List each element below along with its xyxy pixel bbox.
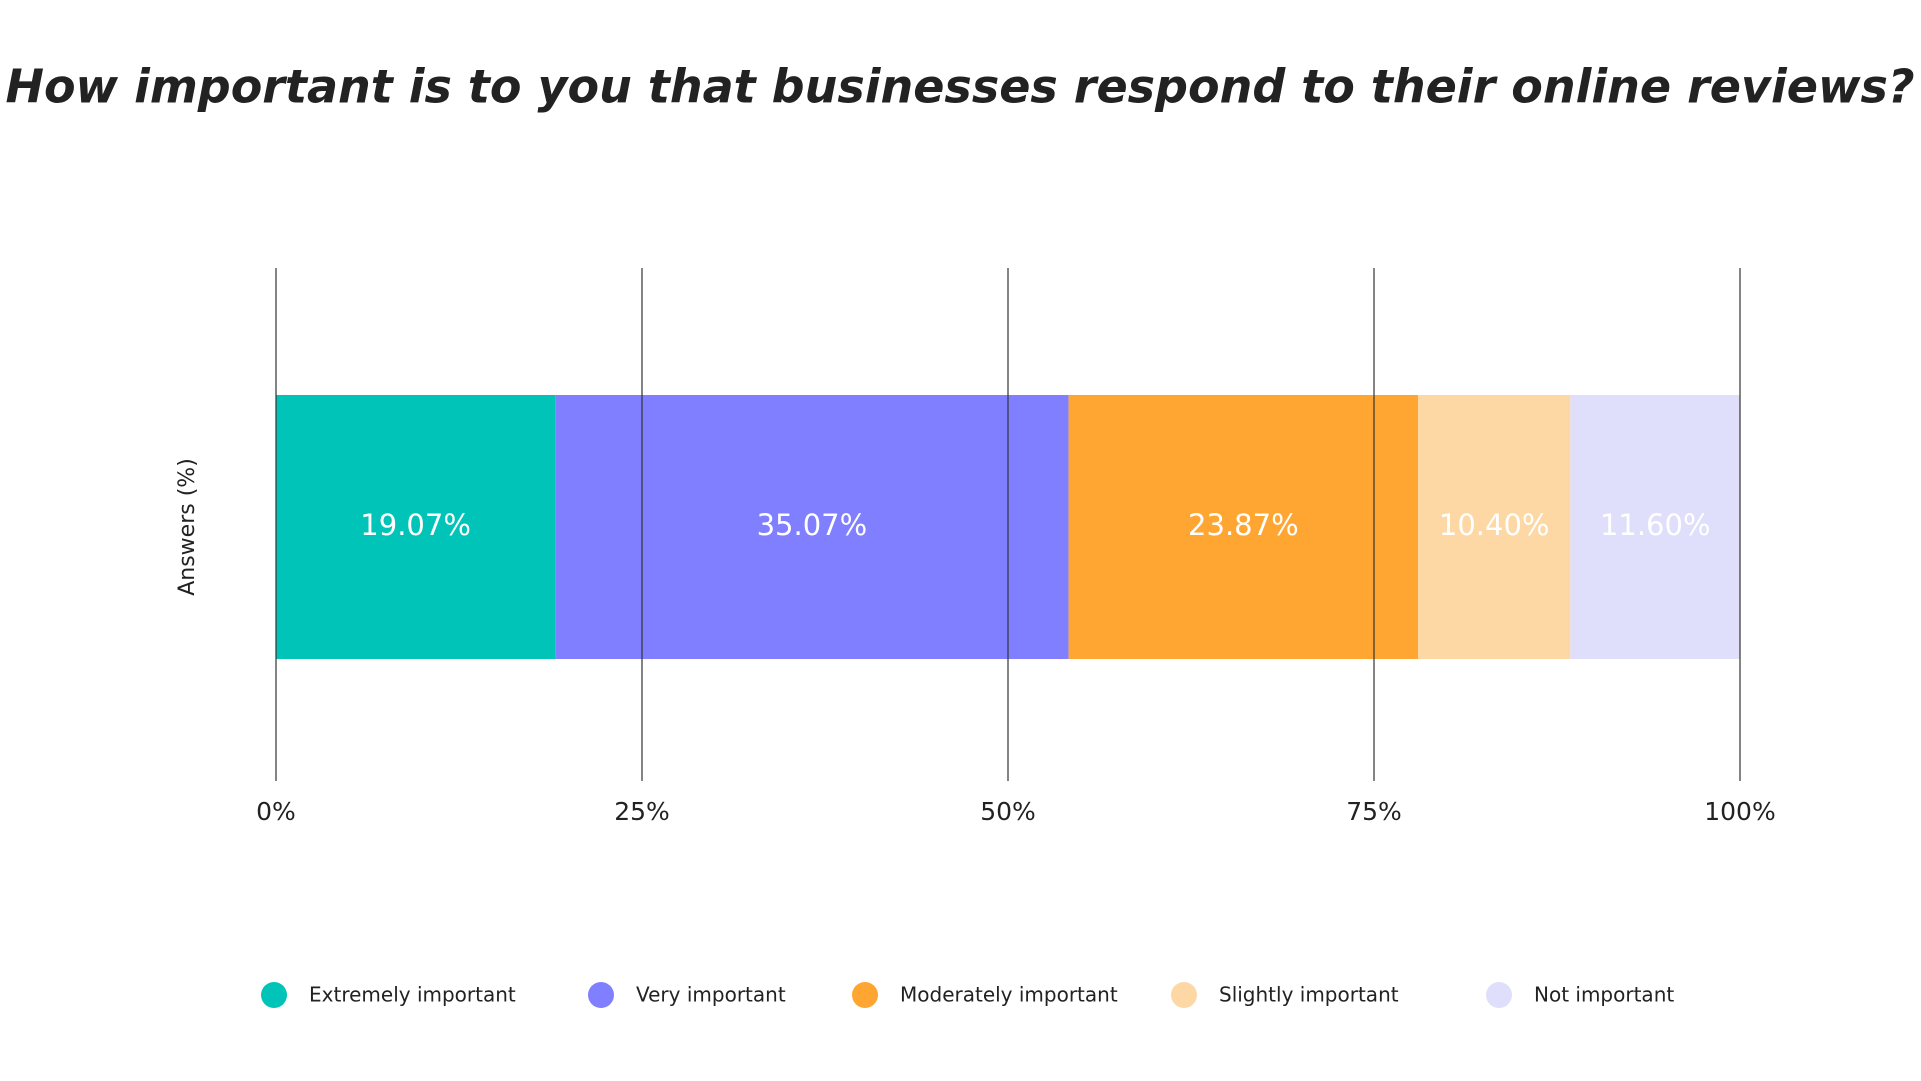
value-label: 23.87%	[1188, 508, 1299, 542]
x-tick-label: 75%	[1346, 797, 1402, 826]
legend-swatch	[588, 982, 614, 1008]
x-tick-label: 50%	[980, 797, 1036, 826]
legend-swatch	[1486, 982, 1512, 1008]
legend-label: Moderately important	[900, 983, 1118, 1007]
legend-swatch	[261, 982, 287, 1008]
legend-swatch	[852, 982, 878, 1008]
bar-segment	[276, 395, 556, 659]
x-tick-label: 25%	[614, 797, 670, 826]
value-label: 19.07%	[360, 508, 471, 542]
bar-segment	[555, 395, 1069, 659]
legend-label: Very important	[636, 983, 786, 1007]
bar-segment	[1068, 395, 1419, 659]
legend-label: Not important	[1534, 983, 1674, 1007]
bar-segment	[1570, 395, 1741, 659]
legend-label: Slightly important	[1219, 983, 1399, 1007]
x-tick-label: 100%	[1704, 797, 1775, 826]
chart-title: How important is to you that businesses …	[5, 60, 1914, 114]
bar-segment	[1418, 395, 1571, 659]
value-label: 10.40%	[1439, 508, 1550, 542]
legend-swatch	[1171, 982, 1197, 1008]
value-label: 35.07%	[757, 508, 868, 542]
value-label: 11.60%	[1600, 508, 1711, 542]
legend-label: Extremely important	[309, 983, 516, 1007]
y-axis-label: Answers (%)	[175, 458, 200, 596]
x-tick-label: 0%	[256, 797, 296, 826]
